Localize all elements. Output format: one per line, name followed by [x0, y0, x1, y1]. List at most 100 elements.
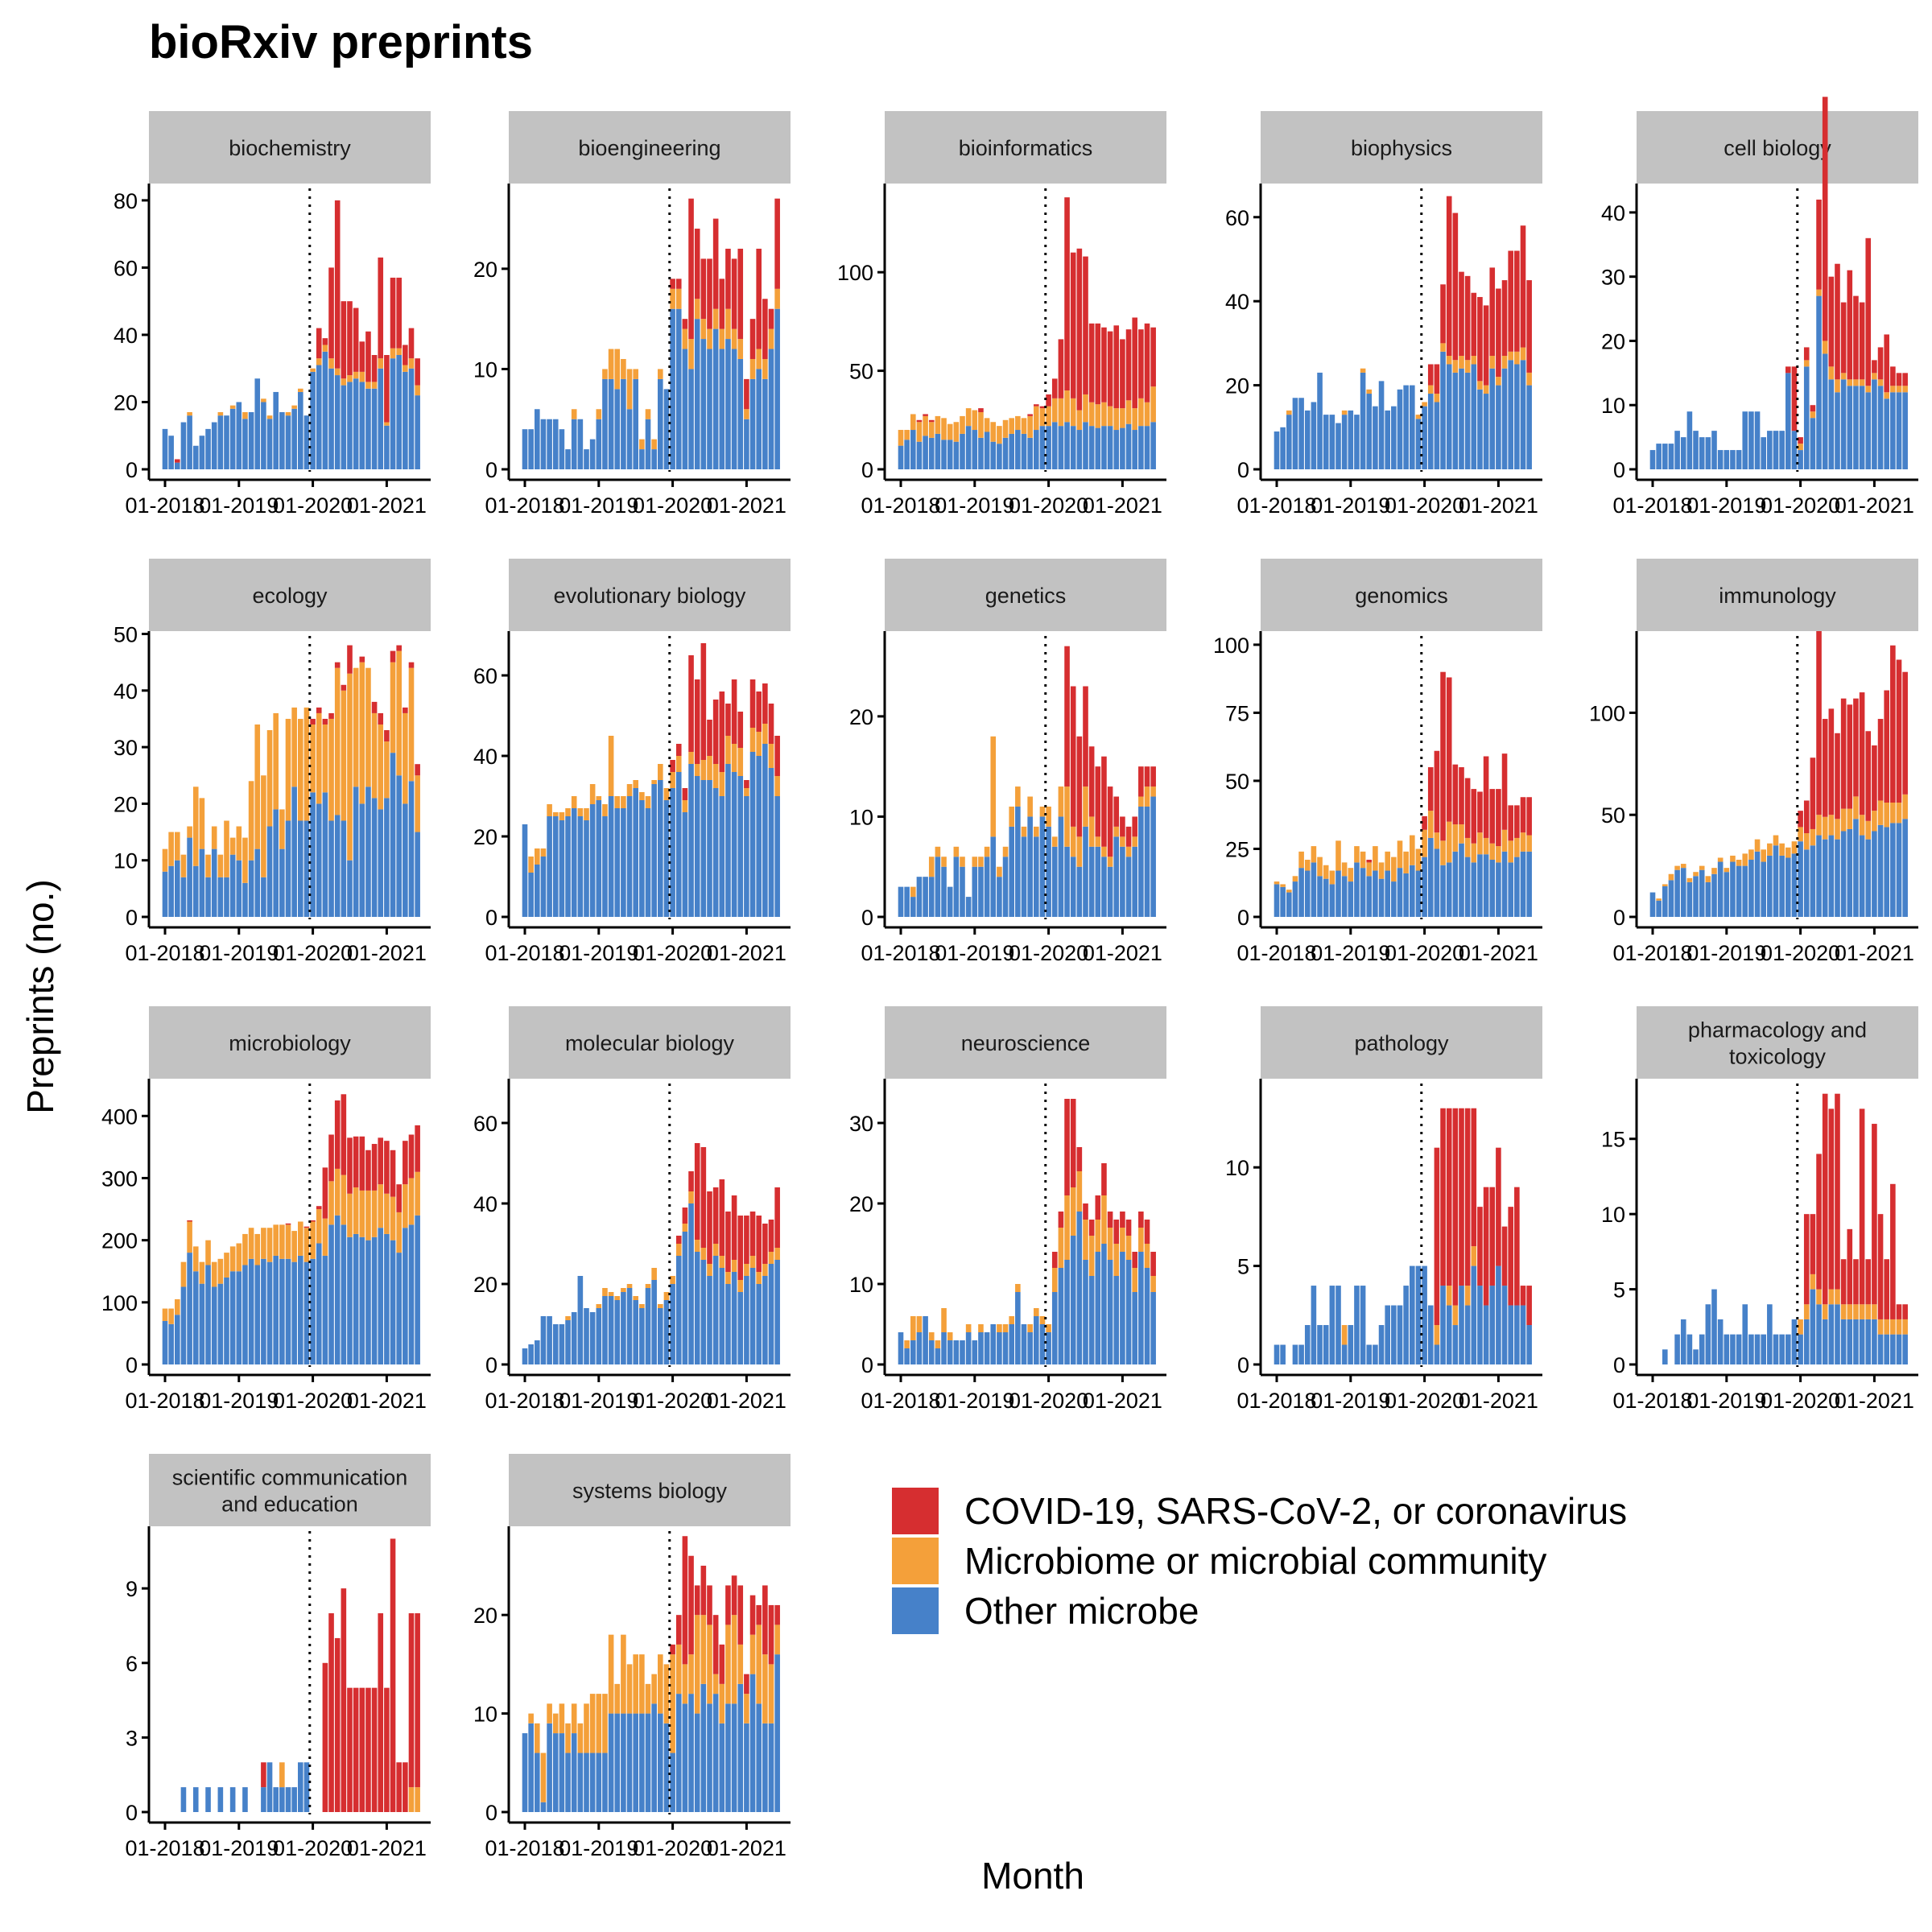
bar-other [328, 1224, 334, 1364]
bar-covid [384, 1687, 390, 1812]
bar-microbiome [365, 1190, 371, 1241]
bar-other [928, 877, 935, 917]
bar-covid [1872, 360, 1877, 374]
y-tick-label: 0 [1237, 906, 1249, 930]
bar-other [1489, 1286, 1496, 1364]
legend: COVID-19, SARS-CoV-2, or coronavirusMicr… [892, 1488, 1627, 1634]
bar-other [577, 816, 584, 917]
bar-other [941, 1332, 947, 1364]
panel-ecology: ecology0102030405001-201801-201901-20200… [114, 559, 431, 965]
bar-covid [1865, 731, 1872, 821]
bar-microbiome [577, 808, 584, 816]
bar-covid [688, 655, 694, 752]
y-tick-label: 60 [473, 664, 497, 688]
y-tick-label: 50 [1601, 803, 1625, 828]
bar-other [972, 430, 978, 469]
bar-other [675, 772, 682, 917]
y-tick-label: 0 [485, 458, 497, 482]
bar-other [997, 877, 1002, 917]
legend-key-covid [892, 1488, 939, 1534]
bar-microbiome [1464, 360, 1471, 373]
bar-covid [1859, 692, 1865, 815]
bars [162, 1094, 420, 1364]
bar-other [1360, 372, 1366, 469]
bar-covid [378, 1613, 384, 1812]
bar-microbiome [928, 1332, 935, 1340]
bar-other [1360, 1286, 1366, 1364]
bar-other [694, 1252, 700, 1364]
bar-microbiome [1120, 836, 1125, 847]
bar-covid [1039, 406, 1046, 409]
bar-microbiome [365, 382, 371, 389]
bar-other [384, 798, 390, 917]
bar-microbiome [571, 796, 577, 808]
bar-covid [768, 704, 774, 744]
legend-label-other: Other microbe [964, 1590, 1199, 1632]
bar-other [552, 1733, 559, 1812]
bar-other [359, 382, 365, 469]
bar-microbiome [1803, 833, 1810, 850]
y-tick-label: 200 [101, 1229, 138, 1253]
bar-other [365, 388, 371, 469]
bar-other [972, 1340, 978, 1364]
bar-other [910, 1340, 916, 1364]
bar-microbiome [768, 328, 774, 349]
bar-covid [322, 1167, 328, 1219]
bar-covid [744, 1216, 749, 1264]
bars [180, 1538, 420, 1812]
bar-other [298, 820, 303, 917]
x-tick-label: 01-2019 [935, 493, 1014, 518]
bar-other [1693, 1349, 1699, 1364]
bar-microbiome [1088, 402, 1095, 427]
bar-other [725, 764, 731, 917]
bar-microbiome [602, 1694, 608, 1753]
legend-key-microbiome [892, 1538, 939, 1584]
bar-microbiome [762, 358, 768, 379]
y-tick-label: 0 [1613, 906, 1625, 930]
bar-other [1125, 1260, 1132, 1364]
bar-other [224, 415, 229, 469]
bar-microbiome [694, 1615, 700, 1714]
bar-other [1385, 410, 1390, 469]
x-tick-label: 01-2018 [861, 1389, 940, 1413]
bar-covid [371, 701, 378, 713]
y-tick-label: 60 [473, 1112, 497, 1136]
bar-covid [1452, 1108, 1459, 1306]
bar-microbiome [589, 1694, 596, 1753]
bar-microbiome [1514, 837, 1520, 857]
bar-microbiome [744, 788, 749, 796]
bar-microbiome [997, 866, 1002, 877]
x-tick-label: 01-2021 [1835, 941, 1914, 965]
bar-microbiome [688, 339, 694, 369]
bar-covid [978, 408, 984, 412]
bar-microbiome [1391, 857, 1397, 882]
bar-covid [1526, 1286, 1532, 1326]
bar-other [192, 1787, 199, 1812]
panel-strip [1637, 559, 1918, 631]
bar-microbiome [1896, 386, 1902, 393]
bar-other [1070, 857, 1076, 917]
bar-microbiome [205, 1240, 211, 1265]
bar-microbiome [1403, 851, 1409, 873]
bar-microbiome [254, 1233, 261, 1265]
bar-other [1835, 392, 1840, 469]
bar-covid [1496, 1147, 1501, 1266]
bar-microbiome [658, 1654, 663, 1714]
bar-other [1046, 426, 1051, 469]
bar-other [415, 832, 420, 917]
x-tick-label: 01-2020 [1009, 1389, 1088, 1413]
bar-other [1317, 1325, 1323, 1364]
bar-covid [712, 1615, 719, 1674]
bar-covid [1144, 766, 1150, 787]
panel-title: genomics [1355, 584, 1448, 608]
bar-microbiome [700, 760, 707, 780]
bar-other [719, 796, 725, 917]
bar-covid [1508, 250, 1513, 352]
bar-other [1150, 422, 1156, 469]
x-tick-label: 01-2021 [707, 941, 786, 965]
bar-microbiome [316, 358, 322, 365]
bar-other [353, 786, 359, 917]
bar-microbiome [1021, 826, 1027, 837]
bar-microbiome [608, 349, 614, 379]
bar-other [602, 1752, 608, 1812]
